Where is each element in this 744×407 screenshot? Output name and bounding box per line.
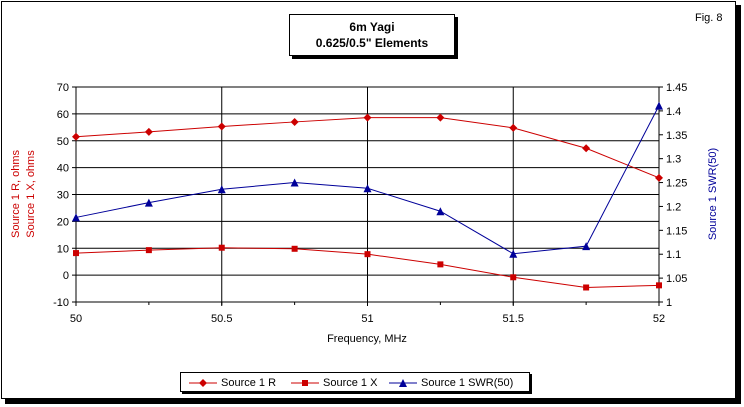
data-point-diamond (509, 123, 518, 132)
left-tick-label: 50 (57, 136, 69, 148)
x-axis-title: Frequency, MHz (327, 333, 407, 345)
right-axis-title: Source 1 SWR(50) (707, 148, 719, 240)
data-point-diamond (655, 173, 663, 182)
x-tick-label: 51 (361, 313, 373, 325)
data-point-triangle (290, 178, 299, 187)
left-axis-title-r: Source 1 R, ohms (10, 149, 22, 238)
left-tick-label: 10 (57, 243, 69, 255)
data-point-diamond (363, 113, 372, 122)
data-point-diamond (72, 132, 80, 141)
data-point-square (218, 244, 225, 251)
right-tick-label: 1.05 (666, 273, 687, 285)
data-point-square (291, 245, 298, 252)
right-tick-label: 1.45 (666, 82, 687, 94)
data-point-diamond (582, 144, 591, 153)
data-point-triangle (363, 184, 372, 193)
data-point-square (364, 251, 371, 258)
legend-label-r: Source 1 R (221, 377, 277, 389)
data-point-triangle (509, 249, 518, 258)
chart-frame (1, 1, 736, 399)
chart-title: 6m Yagi (349, 20, 395, 34)
data-point-square (145, 247, 152, 254)
left-tick-label: 0 (63, 270, 69, 282)
right-tick-label: 1.2 (666, 201, 681, 213)
left-tick-label: 20 (57, 216, 69, 228)
data-point-square (656, 282, 662, 289)
data-point-triangle (655, 101, 663, 110)
right-tick-label: 1.25 (666, 178, 687, 190)
figure-label: Fig. 8 (695, 12, 723, 24)
data-point-diamond (144, 127, 153, 136)
legend-item-swr: Source 1 SWR(50) (389, 376, 513, 390)
chart-title-box: 6m Yagi 0.625/0.5" Elements (289, 14, 455, 56)
right-tick-label: 1.3 (666, 154, 681, 166)
data-point-triangle (582, 242, 591, 251)
left-tick-label: 30 (57, 190, 69, 202)
data-point-triangle (72, 213, 80, 222)
chart-subtitle: 0.625/0.5" Elements (315, 36, 429, 50)
legend-item-r: Source 1 R (189, 376, 276, 390)
data-point-square (73, 250, 79, 257)
left-axis-title-x: Source 1 X, ohms (25, 150, 37, 238)
right-tick-label: 1.35 (666, 130, 687, 142)
data-point-square (510, 274, 517, 281)
legend-marker-diamond-icon (189, 379, 217, 387)
data-point-diamond (290, 117, 299, 126)
plot-area-border (75, 86, 660, 303)
legend-label-x: Source 1 X (323, 377, 378, 389)
data-point-triangle (217, 185, 226, 194)
data-point-triangle (144, 198, 153, 207)
x-tick-label: 51.5 (503, 313, 524, 325)
data-point-square (437, 261, 444, 268)
x-tick-label: 50.5 (211, 313, 232, 325)
legend-marker-square-icon (291, 380, 319, 386)
data-point-square (583, 284, 590, 291)
right-tick-label: 1.1 (666, 249, 681, 261)
left-tick-label: 40 (57, 163, 69, 175)
frame-shadow (5, 399, 741, 404)
frame-shadow (736, 5, 741, 401)
left-tick-label: 70 (57, 82, 69, 94)
data-point-diamond (217, 122, 226, 131)
data-point-triangle (436, 207, 445, 216)
left-tick-label: 60 (57, 109, 69, 121)
left-tick-label: -10 (53, 297, 69, 309)
x-tick-label: 52 (653, 313, 665, 325)
legend-marker-triangle-icon (389, 379, 417, 387)
right-tick-label: 1.15 (666, 225, 687, 237)
data-point-diamond (436, 113, 445, 122)
x-tick-label: 50 (70, 313, 82, 325)
chart-legend: Source 1 R Source 1 X Source 1 SWR(50) (180, 372, 530, 392)
legend-label-swr: Source 1 SWR(50) (421, 377, 514, 389)
right-tick-label: 1 (666, 297, 672, 309)
right-tick-label: 1.4 (666, 106, 681, 118)
legend-item-x: Source 1 X (291, 376, 377, 390)
